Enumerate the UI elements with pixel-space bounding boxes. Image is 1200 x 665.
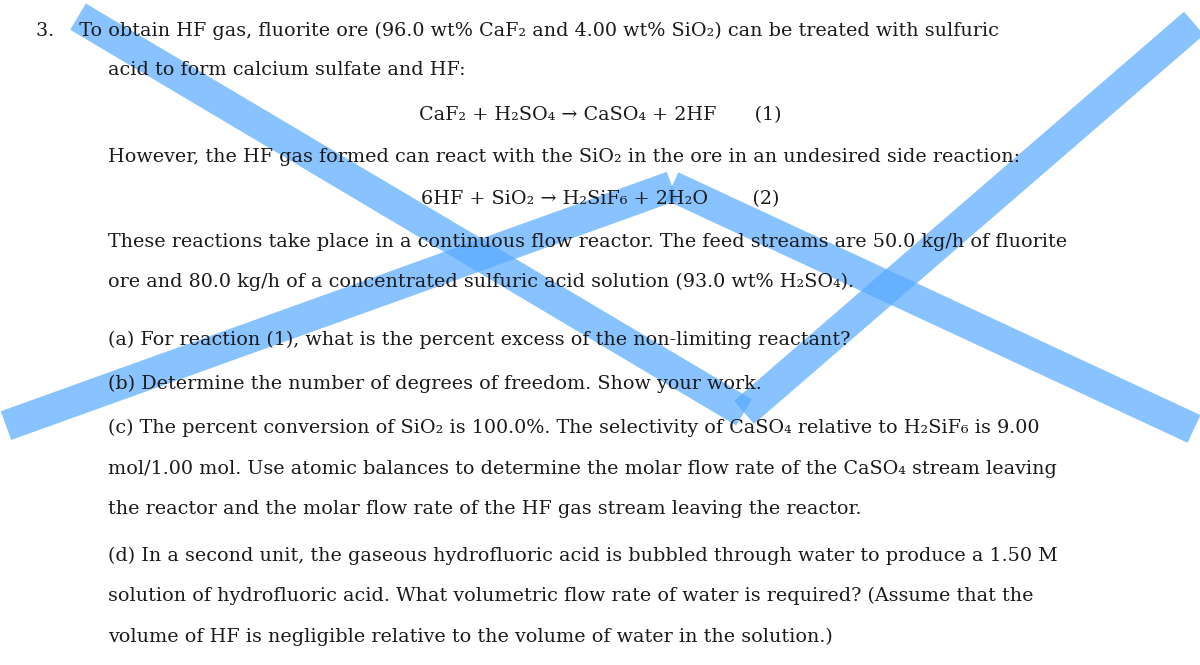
Text: (c) The percent conversion of SiO₂ is 100.0%. The selectivity of CaSO₄ relative : (c) The percent conversion of SiO₂ is 10… <box>108 419 1039 437</box>
Text: solution of hydrofluoric acid. What volumetric flow rate of water is required? (: solution of hydrofluoric acid. What volu… <box>108 587 1033 605</box>
Text: CaF₂ + H₂SO₄ → CaSO₄ + 2HF  (1): CaF₂ + H₂SO₄ → CaSO₄ + 2HF (1) <box>419 106 781 124</box>
Text: ore and 80.0 kg/h of a concentrated sulfuric acid solution (93.0 wt% H₂SO₄).: ore and 80.0 kg/h of a concentrated sulf… <box>108 273 854 291</box>
Text: 3.  To obtain HF gas, fluorite ore (96.0 wt% CaF₂ and 4.00 wt% SiO₂) can be trea: 3. To obtain HF gas, fluorite ore (96.0 … <box>36 21 998 39</box>
Text: (b) Determine the number of degrees of freedom. Show your work.: (b) Determine the number of degrees of f… <box>108 375 762 393</box>
Text: the reactor and the molar flow rate of the HF gas stream leaving the reactor.: the reactor and the molar flow rate of t… <box>108 500 862 518</box>
Text: (a) For reaction (1), what is the percent excess of the non-limiting reactant?: (a) For reaction (1), what is the percen… <box>108 331 851 349</box>
Text: (d) In a second unit, the gaseous hydrofluoric acid is bubbled through water to : (d) In a second unit, the gaseous hydrof… <box>108 547 1057 565</box>
Text: volume of HF is negligible relative to the volume of water in the solution.): volume of HF is negligible relative to t… <box>108 628 833 646</box>
Text: acid to form calcium sulfate and HF:: acid to form calcium sulfate and HF: <box>108 61 466 79</box>
Text: However, the HF gas formed can react with the SiO₂ in the ore in an undesired si: However, the HF gas formed can react wit… <box>108 148 1020 166</box>
Text: 6HF + SiO₂ → H₂SiF₆ + 2H₂O   (2): 6HF + SiO₂ → H₂SiF₆ + 2H₂O (2) <box>421 190 779 208</box>
Text: mol/1.00 mol. Use atomic balances to determine the molar flow rate of the CaSO₄ : mol/1.00 mol. Use atomic balances to det… <box>108 460 1057 477</box>
Text: These reactions take place in a continuous flow reactor. The feed streams are 50: These reactions take place in a continuo… <box>108 233 1067 251</box>
